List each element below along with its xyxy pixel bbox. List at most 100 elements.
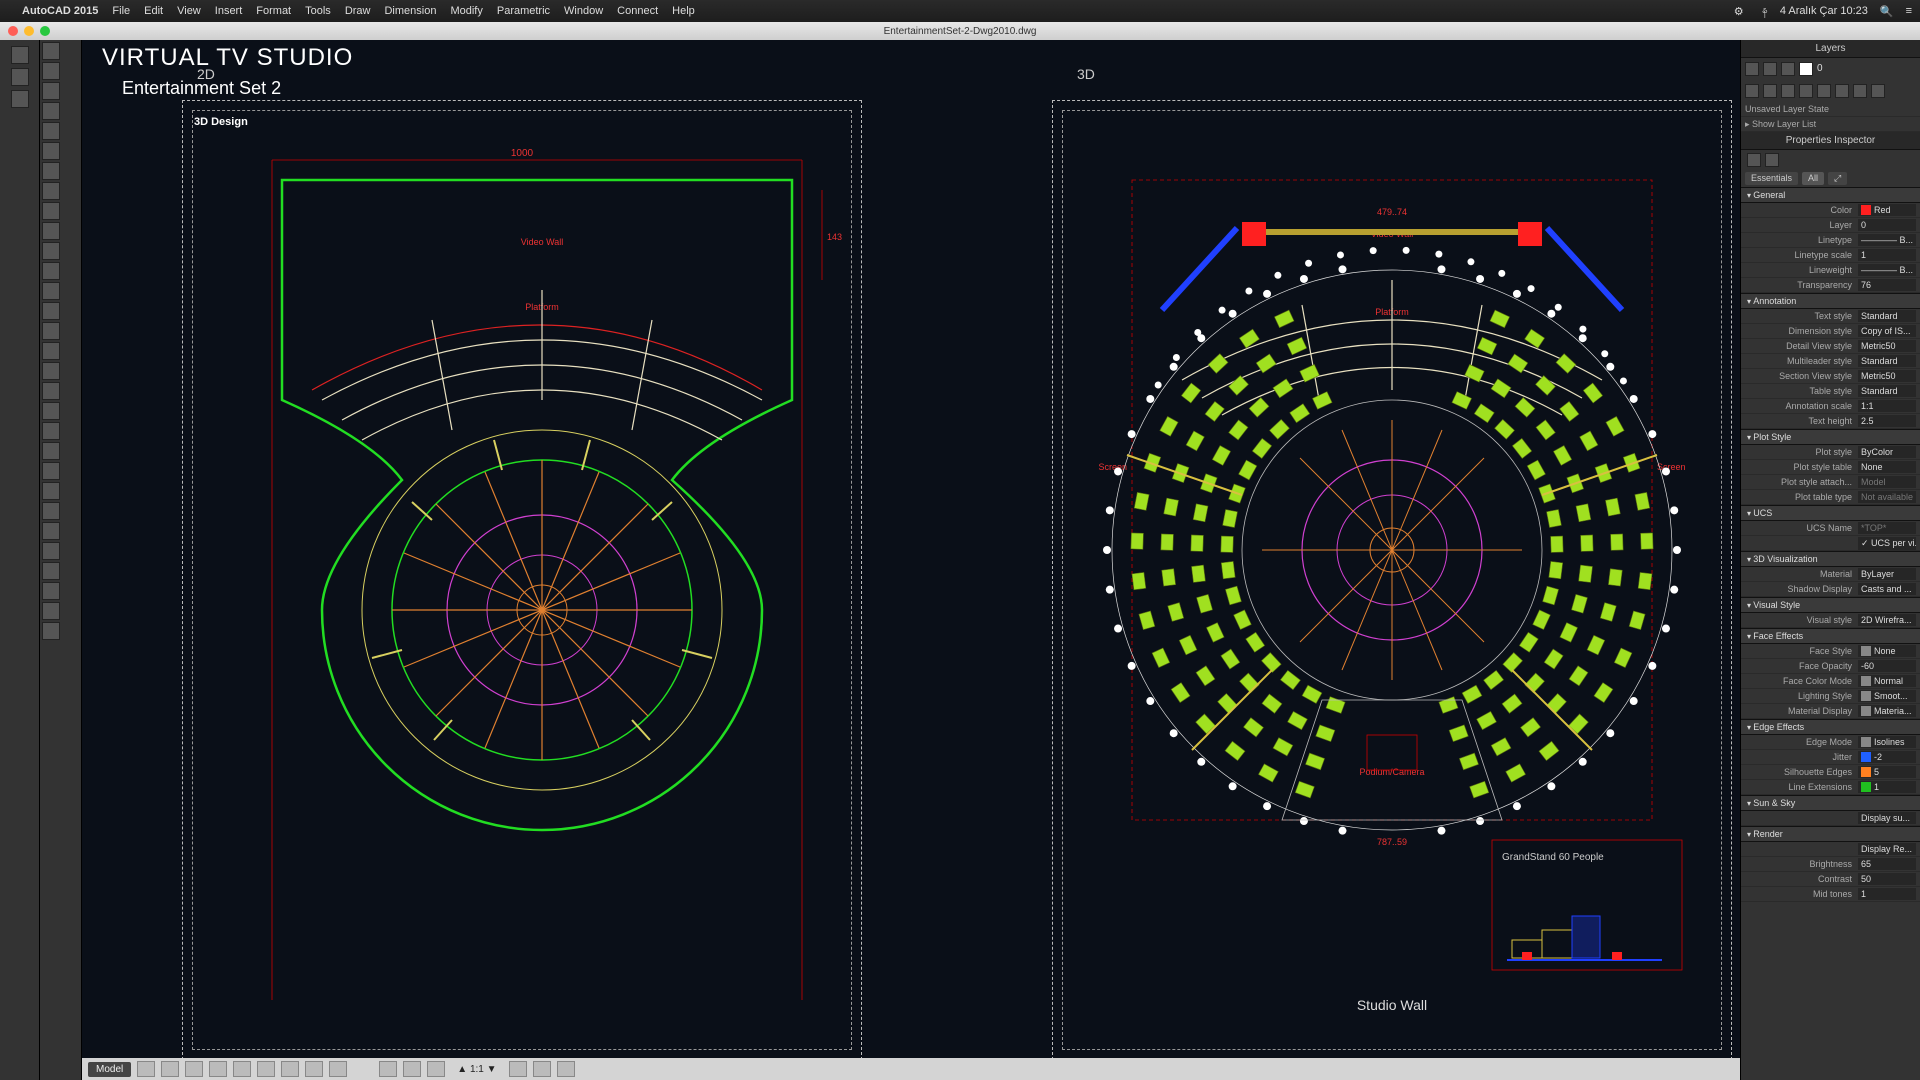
tool-polyline-icon[interactable] bbox=[42, 82, 60, 100]
prop-detail[interactable]: Metric50 bbox=[1858, 340, 1916, 352]
prop-sil[interactable]: 5 bbox=[1858, 766, 1916, 779]
menu-tools[interactable]: Tools bbox=[305, 5, 331, 17]
tool-block-icon[interactable] bbox=[42, 522, 60, 540]
prop-lighting[interactable]: Smoot... bbox=[1858, 690, 1916, 703]
prop-pattach[interactable]: Model bbox=[1858, 476, 1916, 488]
menubar-clock[interactable]: 4 Aralık Çar 10:23 bbox=[1780, 5, 1868, 17]
tool-trim-icon[interactable] bbox=[42, 422, 60, 440]
tool-redo-icon[interactable] bbox=[11, 90, 29, 108]
status-scale[interactable]: 1:1 bbox=[470, 1064, 484, 1075]
layer-on-icon[interactable] bbox=[1781, 84, 1795, 98]
tool-rotate-icon[interactable] bbox=[42, 322, 60, 340]
prop-sundisp[interactable]: Display su... bbox=[1858, 812, 1916, 824]
tool-polygon-icon[interactable] bbox=[42, 182, 60, 200]
tool-text-icon[interactable] bbox=[42, 242, 60, 260]
drawing-canvas[interactable]: VIRTUAL TV STUDIO Entertainment Set 2 2D… bbox=[82, 40, 1740, 1080]
menubar-search-icon[interactable]: 🔍 bbox=[1880, 5, 1894, 18]
prop-emode[interactable]: Isolines bbox=[1858, 736, 1916, 749]
tool-copy-icon[interactable] bbox=[42, 302, 60, 320]
prop-lext[interactable]: 1 bbox=[1858, 781, 1916, 794]
sect-annotation[interactable]: Annotation bbox=[1741, 293, 1920, 309]
tool-new-icon[interactable] bbox=[11, 46, 29, 64]
tab-expand-icon[interactable]: ⤢ bbox=[1828, 172, 1847, 185]
menu-modify[interactable]: Modify bbox=[450, 5, 482, 17]
prop-annoscale[interactable]: 1:1 bbox=[1858, 400, 1916, 412]
traffic-lights[interactable] bbox=[8, 26, 50, 36]
menubar-status-icon[interactable]: ⚙ bbox=[1734, 5, 1744, 18]
sect-general[interactable]: General bbox=[1741, 187, 1920, 203]
prop-table[interactable]: Standard bbox=[1858, 385, 1916, 397]
props-pick-icon[interactable] bbox=[1747, 153, 1761, 167]
status-grid-icon[interactable] bbox=[161, 1061, 179, 1077]
layer-freeze2-icon[interactable] bbox=[1817, 84, 1831, 98]
sect-ucs[interactable]: UCS bbox=[1741, 505, 1920, 521]
status-zoom-icon[interactable] bbox=[379, 1061, 397, 1077]
prop-jitter[interactable]: -2 bbox=[1858, 751, 1916, 764]
tool-array-icon[interactable] bbox=[42, 402, 60, 420]
prop-linetype-val[interactable]: ———— B... bbox=[1858, 234, 1916, 246]
prop-material[interactable]: ByLayer bbox=[1858, 568, 1916, 580]
prop-transp-val[interactable]: 76 bbox=[1858, 279, 1916, 291]
menu-insert[interactable]: Insert bbox=[215, 5, 243, 17]
tool-scale-icon[interactable] bbox=[42, 342, 60, 360]
status-lw-icon[interactable] bbox=[329, 1061, 347, 1077]
layer-current[interactable]: 0 bbox=[1817, 62, 1823, 76]
layer-color-icon[interactable] bbox=[1799, 62, 1813, 76]
tool-mirror-icon[interactable] bbox=[42, 362, 60, 380]
prop-ucsname[interactable]: *TOP* bbox=[1858, 522, 1916, 534]
sect-render[interactable]: Render bbox=[1741, 826, 1920, 842]
layer-off-icon[interactable] bbox=[1799, 84, 1813, 98]
prop-renderdisp[interactable]: Display Re... bbox=[1858, 843, 1916, 855]
prop-shadow[interactable]: Casts and ... bbox=[1858, 583, 1916, 595]
menu-connect[interactable]: Connect bbox=[617, 5, 658, 17]
sect-vstyle[interactable]: Visual Style bbox=[1741, 597, 1920, 613]
props-qselect-icon[interactable] bbox=[1765, 153, 1779, 167]
status-clean-icon[interactable] bbox=[557, 1061, 575, 1077]
layer-unlock-icon[interactable] bbox=[1871, 84, 1885, 98]
tab-essentials[interactable]: Essentials bbox=[1745, 172, 1798, 185]
sect-edge[interactable]: Edge Effects bbox=[1741, 719, 1920, 735]
status-osnap-icon[interactable] bbox=[257, 1061, 275, 1077]
prop-fopacity[interactable]: -60 bbox=[1858, 660, 1916, 672]
tool-circle-icon[interactable] bbox=[42, 122, 60, 140]
prop-ucsperview[interactable]: ✓ UCS per vi... bbox=[1858, 537, 1916, 550]
layer-new-icon[interactable] bbox=[1745, 84, 1759, 98]
app-name[interactable]: AutoCAD 2015 bbox=[22, 5, 98, 17]
layer-thaw-icon[interactable] bbox=[1835, 84, 1849, 98]
layout-tab-model[interactable]: Model bbox=[88, 1062, 131, 1077]
layer-visibility-icon[interactable] bbox=[1745, 62, 1759, 76]
menu-file[interactable]: File bbox=[112, 5, 130, 17]
prop-color-val[interactable]: Red bbox=[1858, 204, 1916, 217]
menu-help[interactable]: Help bbox=[672, 5, 695, 17]
prop-mid[interactable]: 1 bbox=[1858, 888, 1916, 900]
tool-extend-icon[interactable] bbox=[42, 442, 60, 460]
tool-measure-icon[interactable] bbox=[42, 602, 60, 620]
sect-plot[interactable]: Plot Style bbox=[1741, 429, 1920, 445]
prop-bright[interactable]: 65 bbox=[1858, 858, 1916, 870]
tool-arc-icon[interactable] bbox=[42, 62, 60, 80]
tool-spline-icon[interactable] bbox=[42, 102, 60, 120]
status-dyn-icon[interactable] bbox=[305, 1061, 323, 1077]
prop-dimstyle[interactable]: Copy of IS... bbox=[1858, 325, 1916, 337]
tool-fillet-icon[interactable] bbox=[42, 462, 60, 480]
menu-draw[interactable]: Draw bbox=[345, 5, 371, 17]
tool-layer-icon[interactable] bbox=[42, 562, 60, 580]
tool-insert-icon[interactable] bbox=[42, 542, 60, 560]
menubar-wifi-icon[interactable]: �န bbox=[1756, 3, 1768, 19]
tool-offset-icon[interactable] bbox=[42, 382, 60, 400]
prop-contrast[interactable]: 50 bbox=[1858, 873, 1916, 885]
prop-txtheight[interactable]: 2.5 bbox=[1858, 415, 1916, 427]
menu-dimension[interactable]: Dimension bbox=[384, 5, 436, 17]
sect-sun[interactable]: Sun & Sky bbox=[1741, 795, 1920, 811]
tool-line-icon[interactable] bbox=[42, 42, 60, 60]
prop-vstyle[interactable]: 2D Wirefra... bbox=[1858, 614, 1916, 626]
menubar-menu-icon[interactable]: ≡ bbox=[1906, 5, 1912, 17]
prop-ptype[interactable]: Not available bbox=[1858, 491, 1916, 503]
menu-format[interactable]: Format bbox=[256, 5, 291, 17]
prop-lweight-val[interactable]: ———— B... bbox=[1858, 264, 1916, 276]
menu-view[interactable]: View bbox=[177, 5, 201, 17]
tool-select-icon[interactable] bbox=[42, 622, 60, 640]
layer-showlist[interactable]: ▸ Show Layer List bbox=[1741, 117, 1920, 132]
prop-fstyle[interactable]: None bbox=[1858, 645, 1916, 658]
status-ortho-icon[interactable] bbox=[209, 1061, 227, 1077]
